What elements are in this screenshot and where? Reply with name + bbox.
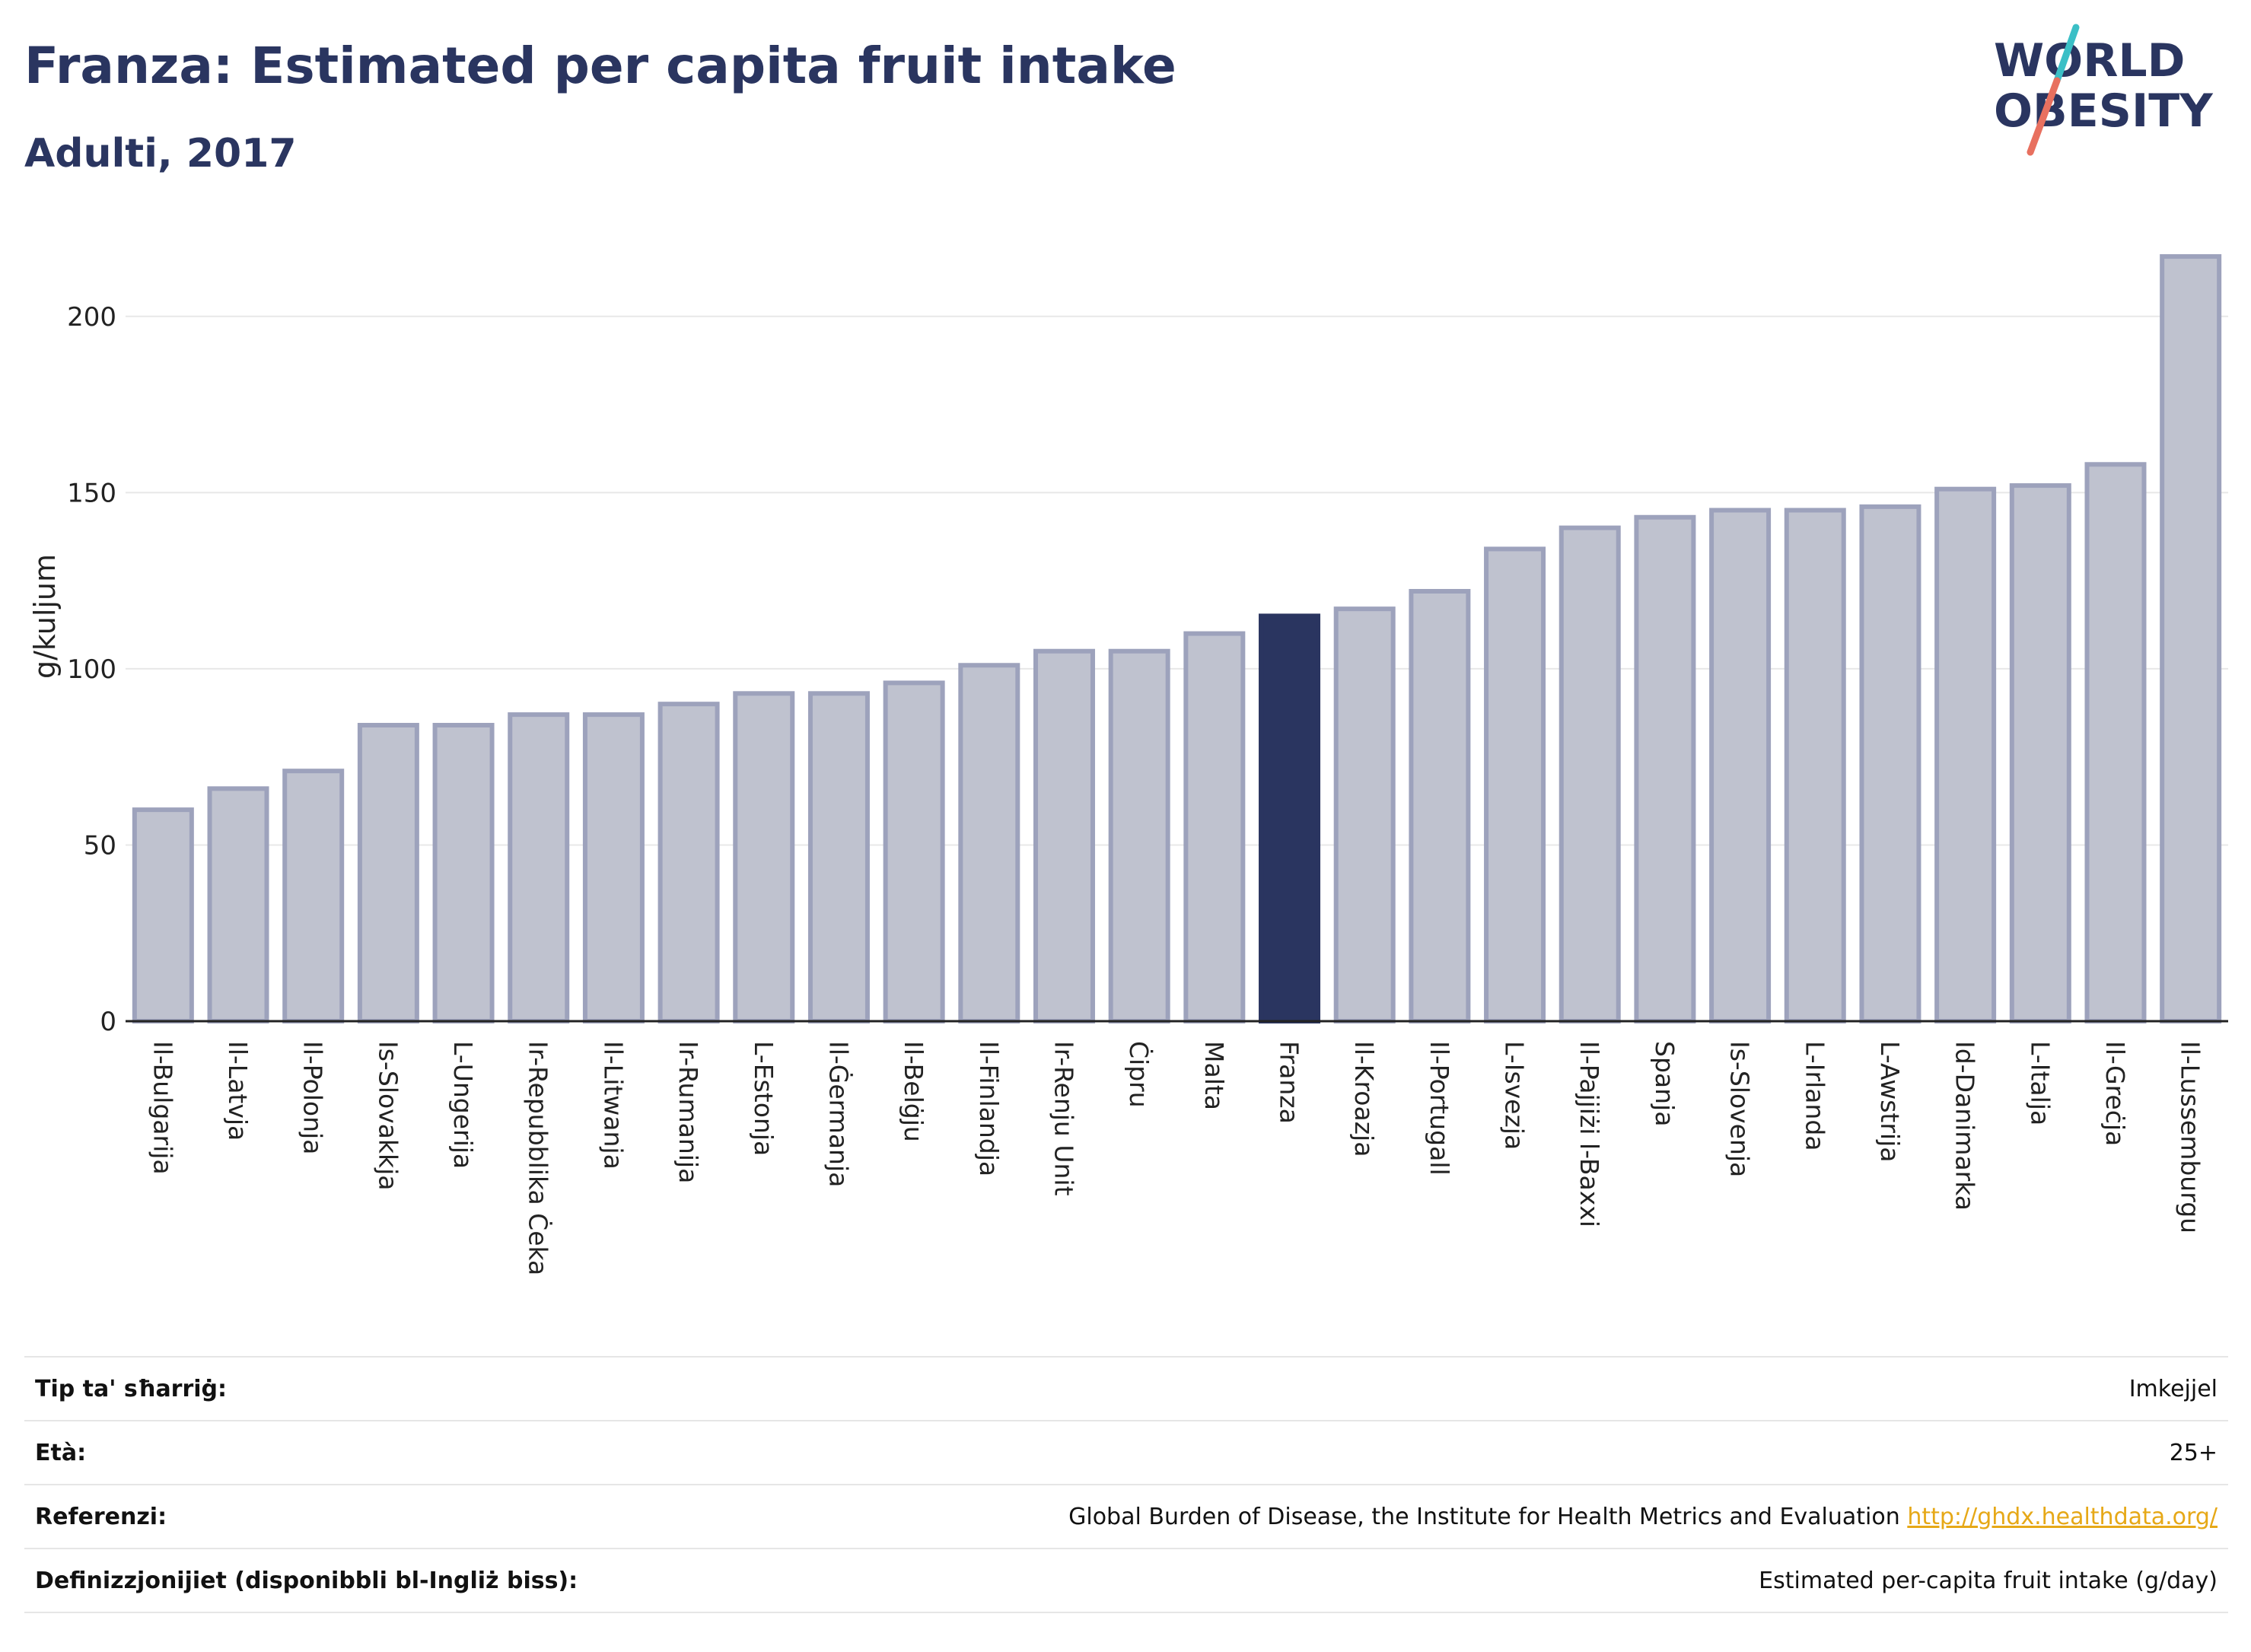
x-tick-label: L-Italja <box>2025 1041 2055 1125</box>
bar-Il-Lussemburgu <box>2160 254 2222 1023</box>
y-tick-label: 150 <box>67 478 116 508</box>
x-tick-label: Il-Pajjiżi l-Baxxi <box>1574 1041 1604 1227</box>
x-tick-label: L-Estonja <box>749 1041 778 1156</box>
info-row: Tip ta' sħarriġ: Imkejjel <box>24 1356 2228 1421</box>
y-tick-label: 100 <box>67 654 116 685</box>
info-value-text: Global Burden of Disease, the Institute … <box>1068 1503 1900 1530</box>
bar-Ir-Rumanija <box>657 702 720 1023</box>
x-tick-label: Il-Kroazja <box>1349 1041 1379 1157</box>
x-tick-label: Il-Lussemburgu <box>2176 1041 2205 1233</box>
info-value: Estimated per-capita fruit intake (g/day… <box>740 1548 2228 1613</box>
x-tick-label: Il-Polonja <box>298 1041 328 1154</box>
y-tick-label: 50 <box>84 830 116 861</box>
bar-Malta <box>1183 631 1246 1023</box>
info-value-text: 25+ <box>2169 1439 2218 1466</box>
bar-Is-Slovakkja <box>357 722 419 1024</box>
bar-Il-Pajjiżi l-Baxxi <box>1559 525 1621 1023</box>
info-value-text: Estimated per-capita fruit intake (g/day… <box>1759 1567 2218 1594</box>
bar-Il-Belġju <box>883 680 945 1023</box>
bar-Franza <box>1259 613 1321 1023</box>
info-label: Età: <box>24 1420 741 1485</box>
chart-subtitle: Adulti, 2017 <box>24 131 297 177</box>
bar-L-Estonja <box>733 691 795 1023</box>
x-tick-label: Il-Litwanja <box>598 1041 628 1170</box>
bars <box>132 254 2222 1024</box>
bar-Il-Kroazja <box>1333 606 1396 1023</box>
x-tick-label: Il-Greċja <box>2100 1041 2130 1146</box>
chart-title: Franza: Estimated per capita fruit intak… <box>24 37 1176 95</box>
bar-Ċipru <box>1108 648 1170 1023</box>
logo-line2: OBESITY <box>1994 84 2214 138</box>
logo-line1: WORLD <box>1994 34 2185 88</box>
x-tick-label: Ċipru <box>1124 1041 1154 1108</box>
x-tick-label: Is-Slovenja <box>1725 1041 1755 1177</box>
bar-L-Irlanda <box>1784 508 1846 1023</box>
x-tick-label: Franza <box>1275 1041 1304 1124</box>
info-value: Imkejjel <box>740 1356 2228 1421</box>
y-tick-label: 0 <box>100 1007 116 1037</box>
world-obesity-logo: WORLD OBESITY <box>1994 24 2214 156</box>
info-row: Età: 25+ <box>24 1420 2228 1485</box>
x-tick-label: Il-Bulgarija <box>148 1041 177 1175</box>
x-tick-label: Ir-Repubblika Ċeka <box>524 1041 554 1275</box>
bar-Il-Portugall <box>1409 589 1471 1023</box>
bar-Ir-Repubblika Ċeka <box>508 712 570 1023</box>
x-tick-label: L-Awstrija <box>1875 1041 1905 1162</box>
x-tick-label: L-Ungerija <box>448 1041 478 1169</box>
logo-slash-top <box>2053 24 2080 84</box>
y-tick-label: 200 <box>67 302 116 333</box>
bar-Ir-Renju Unit <box>1033 648 1095 1023</box>
info-label: Referenzi: <box>24 1484 741 1549</box>
info-label: Tip ta' sħarriġ: <box>24 1356 741 1421</box>
x-tick-label: Id-Danimarka <box>1950 1041 1980 1211</box>
x-tick-label: Malta <box>1199 1041 1229 1110</box>
x-tick-label: L-Isvezja <box>1500 1041 1530 1150</box>
bar-L-Ungerija <box>432 722 495 1024</box>
info-table: Tip ta' sħarriġ: Imkejjel Età: 25+ Referenzi… <box>24 1356 2228 1613</box>
x-tick-label: Il-Finlandja <box>974 1041 1004 1176</box>
info-row: Referenzi: Global Burden of Disease, the … <box>24 1484 2228 1549</box>
bar-Id-Danimarka <box>1934 486 1997 1023</box>
info-row: Definizzjonijiet (disponibbli bl-Ingliż … <box>24 1548 2228 1613</box>
x-tick-label: Il-Ġermanja <box>823 1041 854 1187</box>
y-axis-title: g/kuljum <box>28 554 62 679</box>
bar-L-Isvezja <box>1484 546 1546 1023</box>
bar-Il-Latvja <box>207 786 269 1023</box>
x-tick-label: Spanja <box>1650 1041 1679 1126</box>
x-tick-label: Is-Slovakkja <box>373 1041 403 1191</box>
x-tick-label: Ir-Renju Unit <box>1049 1041 1078 1196</box>
axes: 0 50 100 150 200 Il-Bulgarija Il-Latvja Il-Polo… <box>67 302 2228 1275</box>
bar-Spanja <box>1634 514 1696 1023</box>
x-tick-label: Il-Portugall <box>1425 1041 1454 1176</box>
bar-chart: 0 50 100 150 200 Il-Bulgarija Il-Latvja Il-Polo… <box>28 254 2228 1275</box>
bar-Il-Ġermanja <box>807 691 870 1023</box>
info-value: Global Burden of Disease, the Institute … <box>740 1484 2228 1549</box>
info-value: 25+ <box>740 1420 2228 1485</box>
info-label: Definizzjonijiet (disponibbli bl-Ingliż … <box>24 1548 741 1613</box>
bar-Il-Litwanja <box>582 712 645 1023</box>
bar-L-Awstrija <box>1859 504 1921 1023</box>
bar-Il-Finlandja <box>958 663 1020 1023</box>
x-tick-label: Il-Belġju <box>899 1041 928 1142</box>
info-value-text: Imkejjel <box>2128 1375 2218 1402</box>
logo-slash-bottom <box>2027 77 2061 156</box>
x-tick-label: L-Irlanda <box>1800 1041 1829 1151</box>
bar-Il-Greċja <box>2084 462 2147 1023</box>
x-tick-label: Ir-Rumanija <box>673 1041 703 1183</box>
bar-Il-Bulgarija <box>132 807 194 1023</box>
reference-link[interactable]: http://ghdx.healthdata.org/ <box>1907 1503 2218 1530</box>
bar-Is-Slovenja <box>1709 508 1772 1023</box>
bar-L-Italja <box>2009 483 2071 1023</box>
x-tick-label: Il-Latvja <box>223 1041 253 1141</box>
bar-Il-Polonja <box>282 769 345 1023</box>
